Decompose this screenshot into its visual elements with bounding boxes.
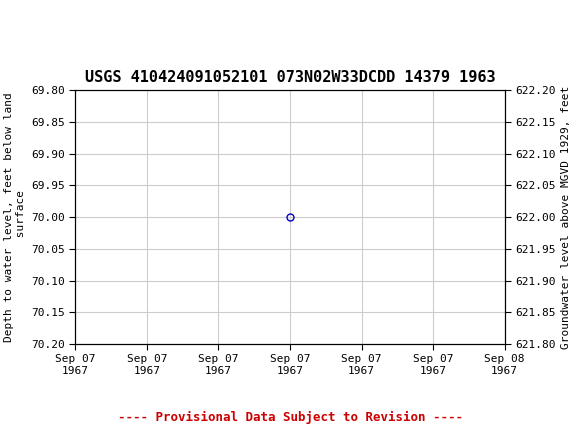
Title: USGS 410424091052101 073N02W33DCDD 14379 1963: USGS 410424091052101 073N02W33DCDD 14379…: [85, 70, 495, 85]
Text: ---- Provisional Data Subject to Revision ----: ---- Provisional Data Subject to Revisio…: [118, 411, 462, 424]
Y-axis label: Depth to water level, feet below land
 surface: Depth to water level, feet below land su…: [4, 92, 26, 342]
Y-axis label: Groundwater level above MGVD 1929, feet: Groundwater level above MGVD 1929, feet: [561, 86, 571, 349]
Text: ╳USGS: ╳USGS: [3, 8, 74, 31]
